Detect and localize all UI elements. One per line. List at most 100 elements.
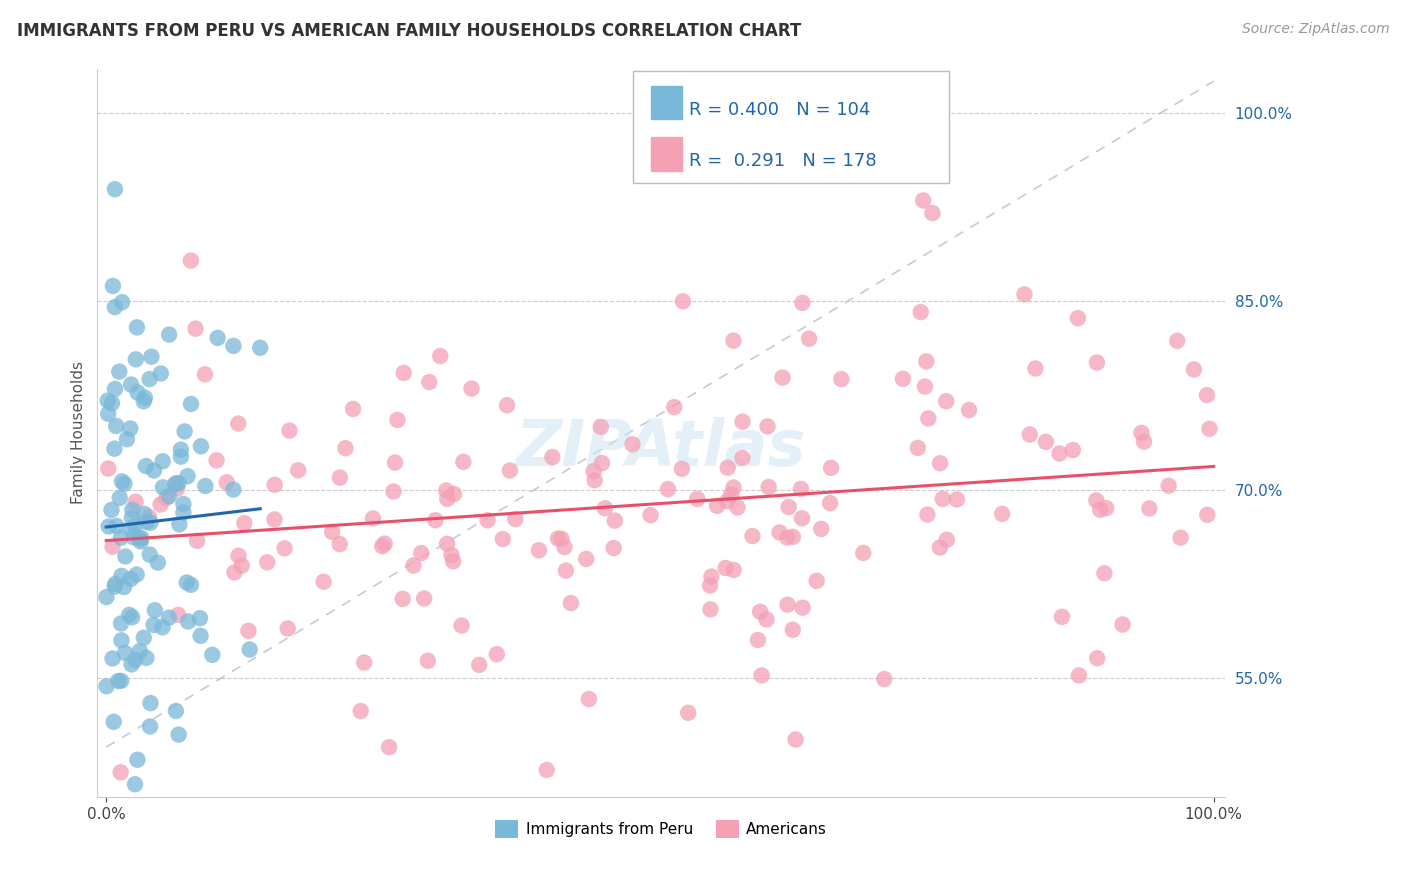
Point [118,607,141,622]
Point [717,460,740,475]
Point [699,578,721,592]
Point [149,498,172,512]
Point [378,740,401,755]
Point [700,569,723,583]
Point [1018,427,1040,442]
Point [170,442,193,457]
Point [155,491,177,505]
Point [1095,501,1118,516]
Point [935,533,957,547]
Point [157,327,180,342]
Point [180,578,202,592]
Point [946,492,969,507]
Point [1182,362,1205,376]
Point [231,558,253,573]
Point [97,393,120,408]
Point [931,491,953,506]
Point [907,441,929,455]
Point [914,379,936,393]
Point [105,418,128,433]
Point [165,704,187,718]
Legend: Immigrants from Peru, Americans: Immigrants from Peru, Americans [489,814,834,845]
Point [124,494,146,508]
Point [172,497,194,511]
Point [287,463,309,477]
Point [134,507,156,521]
Point [111,475,134,489]
Point [1062,442,1084,457]
Point [917,411,939,425]
Point [228,549,250,563]
Point [790,482,813,496]
Point [1166,334,1188,348]
Point [135,515,157,529]
Point [387,413,409,427]
Point [127,385,149,400]
Point [749,605,772,619]
Point [142,618,165,632]
Point [758,480,780,494]
Point [425,513,447,527]
Point [1014,287,1036,301]
Point [134,391,156,405]
Point [167,607,190,622]
Point [176,469,198,483]
Point [186,533,208,548]
Point [190,629,212,643]
Point [1085,355,1108,369]
Point [541,450,564,464]
Point [706,499,728,513]
Point [121,511,143,525]
Point [353,656,375,670]
Point [180,253,202,268]
Point [226,417,249,431]
Point [921,206,943,220]
Point [114,549,136,564]
Point [553,540,575,554]
Point [101,279,124,293]
Point [233,516,256,530]
Point [768,525,790,540]
Point [731,450,754,465]
Point [776,531,799,545]
Point [416,654,439,668]
Point [505,512,527,526]
Point [782,623,804,637]
Point [575,552,598,566]
Point [723,334,745,348]
Point [776,598,799,612]
Point [1197,508,1219,522]
Point [589,420,612,434]
Point [115,432,138,446]
Point [215,475,238,490]
Point [224,566,246,580]
Point [778,500,800,514]
Point [714,561,737,575]
Point [957,403,980,417]
Point [329,537,352,551]
Point [110,569,132,583]
Point [434,483,457,498]
Point [135,650,157,665]
Point [167,476,190,491]
Point [201,648,224,662]
Point [436,491,458,506]
Point [127,753,149,767]
Point [110,633,132,648]
Point [873,672,896,686]
Text: Source: ZipAtlas.com: Source: ZipAtlas.com [1241,22,1389,37]
Point [1085,493,1108,508]
Point [536,763,558,777]
Point [107,673,129,688]
Point [157,489,180,503]
Point [492,532,515,546]
Point [132,631,155,645]
Point [1130,425,1153,440]
Point [128,644,150,658]
Point [101,540,124,554]
Point [129,534,152,549]
Point [166,482,188,496]
Point [671,462,693,476]
Point [731,415,754,429]
Point [657,482,679,496]
